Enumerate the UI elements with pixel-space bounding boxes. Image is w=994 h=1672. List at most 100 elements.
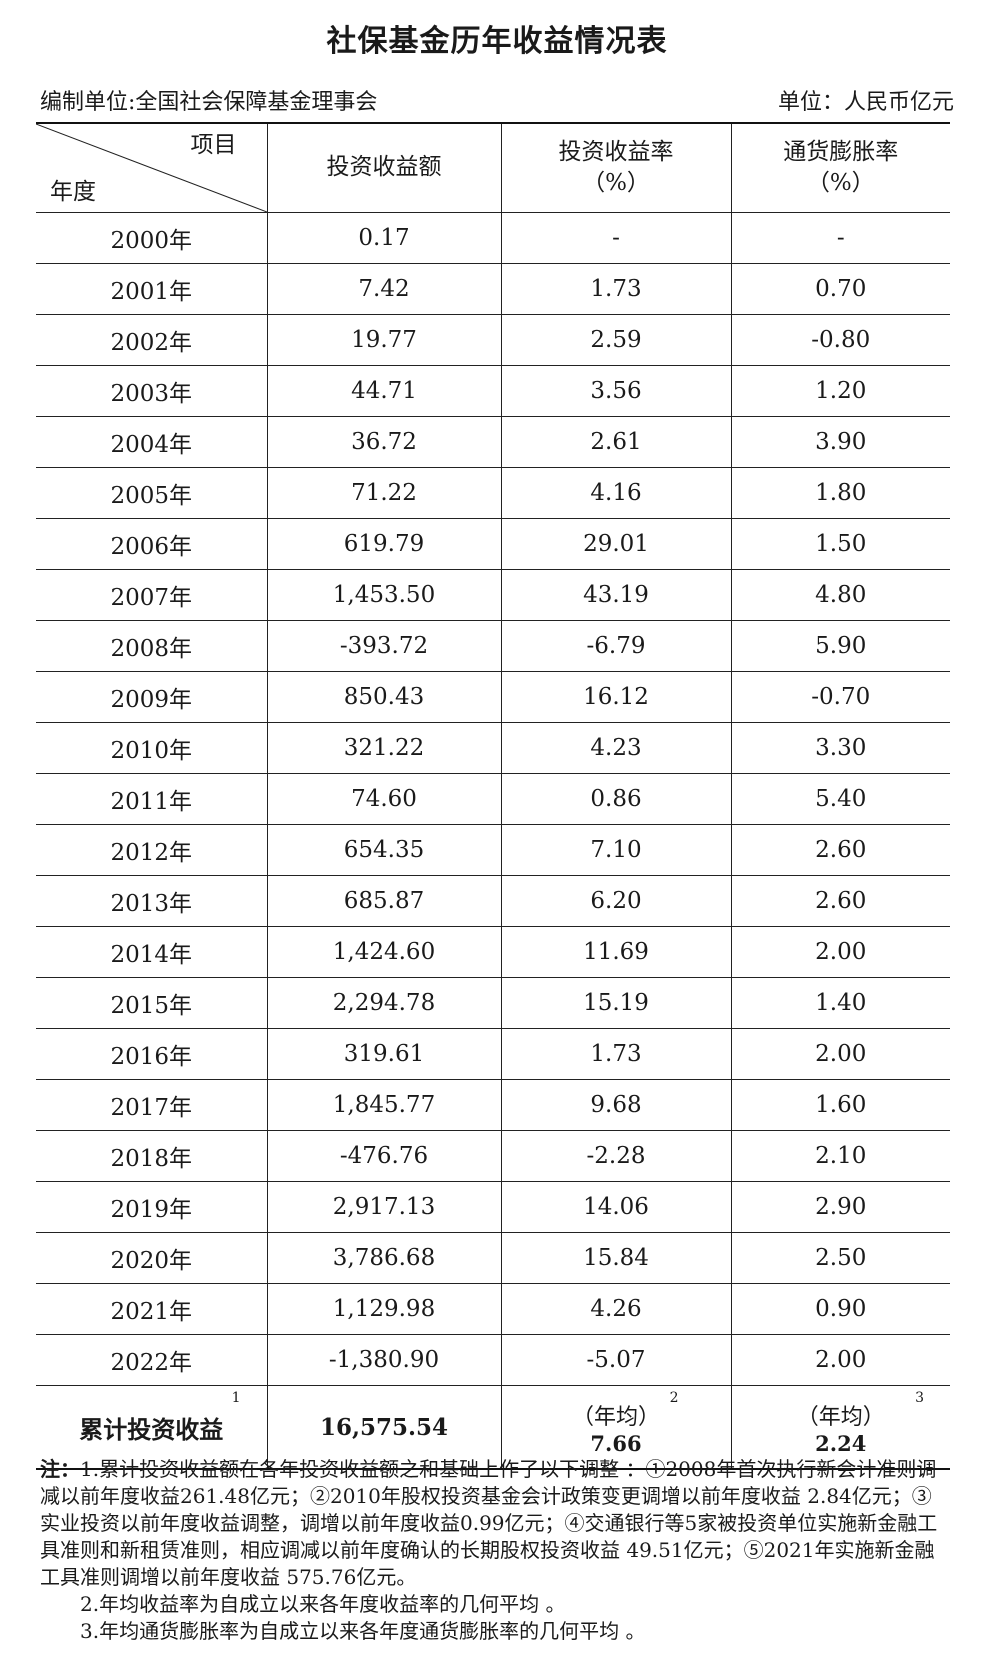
rate-cell: 0.86 <box>500 773 732 825</box>
inflation-cell: 0.70 <box>730 263 950 315</box>
total-label-cell: 累计投资收益 1 <box>36 1385 268 1470</box>
table-row: 2007年 1,453.50 43.19 4.80 <box>36 569 950 621</box>
table-row: 2022年 -1,380.90 -5.07 2.00 <box>36 1334 950 1386</box>
income-cell: 2,917.13 <box>266 1181 502 1233</box>
income-cell: 19.77 <box>266 314 502 366</box>
income-cell: 654.35 <box>266 824 502 876</box>
note-3: 3.年均通货膨胀率为自成立以来各年度通货膨胀率的几何平均 。 <box>80 1619 646 1643</box>
total-rate-cell: （年均） 7.66 2 <box>500 1385 732 1470</box>
inflation-cell: -0.80 <box>730 314 950 366</box>
rate-cell: 7.10 <box>500 824 732 876</box>
table-row: 2017年 1,845.77 9.68 1.60 <box>36 1079 950 1131</box>
income-cell: 7.42 <box>266 263 502 315</box>
inflation-cell: 1.60 <box>730 1079 950 1131</box>
table-row: 2005年 71.22 4.16 1.80 <box>36 467 950 519</box>
table-row: 2021年 1,129.98 4.26 0.90 <box>36 1283 950 1335</box>
rate-cell: 2.59 <box>500 314 732 366</box>
avg-rate-value: 7.66 <box>590 1430 642 1456</box>
inflation-cell: 1.20 <box>730 365 950 417</box>
inflation-cell: 2.90 <box>730 1181 950 1233</box>
rate-cell: 1.73 <box>500 1028 732 1080</box>
year-cell: 2001年 <box>36 263 268 315</box>
year-cell: 2002年 <box>36 314 268 366</box>
inflation-cell: -0.70 <box>730 671 950 723</box>
rate-cell: -2.28 <box>500 1130 732 1182</box>
header-diagonal-cell: 项目 年度 <box>36 123 268 213</box>
income-cell: -476.76 <box>266 1130 502 1182</box>
header-rate: 投资收益率 （%） <box>500 123 732 213</box>
table-row: 2019年 2,917.13 14.06 2.90 <box>36 1181 950 1233</box>
year-cell: 2017年 <box>36 1079 268 1131</box>
inflation-cell: 2.60 <box>730 875 950 927</box>
table-row: 2011年 74.60 0.86 5.40 <box>36 773 950 825</box>
income-cell: 2,294.78 <box>266 977 502 1029</box>
rate-cell: 15.19 <box>500 977 732 1029</box>
year-cell: 2015年 <box>36 977 268 1029</box>
note-2: 2.年均收益率为自成立以来各年度收益率的几何平均 。 <box>80 1592 566 1616</box>
income-cell: 36.72 <box>266 416 502 468</box>
income-cell: 1,129.98 <box>266 1283 502 1335</box>
table-row: 2020年 3,786.68 15.84 2.50 <box>36 1232 950 1284</box>
table-row: 2018年 -476.76 -2.28 2.10 <box>36 1130 950 1182</box>
income-cell: 1,424.60 <box>266 926 502 978</box>
total-label-sup: 1 <box>231 1390 241 1406</box>
income-cell: -1,380.90 <box>266 1334 502 1386</box>
diagonal-line <box>36 124 267 212</box>
table-row: 2003年 44.71 3.56 1.20 <box>36 365 950 417</box>
table-row: 2006年 619.79 29.01 1.50 <box>36 518 950 570</box>
income-cell: 44.71 <box>266 365 502 417</box>
income-cell: 0.17 <box>266 212 502 264</box>
rate-cell: 3.56 <box>500 365 732 417</box>
year-cell: 2006年 <box>36 518 268 570</box>
income-cell: 319.61 <box>266 1028 502 1080</box>
inflation-cell: 2.50 <box>730 1232 950 1284</box>
table-row: 2009年 850.43 16.12 -0.70 <box>36 671 950 723</box>
year-cell: 2014年 <box>36 926 268 978</box>
avg-inflation-label: （年均） <box>796 1404 885 1430</box>
year-cell: 2019年 <box>36 1181 268 1233</box>
year-cell: 2016年 <box>36 1028 268 1080</box>
inflation-cell: 2.00 <box>730 1334 950 1386</box>
income-cell: 71.22 <box>266 467 502 519</box>
income-cell: 3,786.68 <box>266 1232 502 1284</box>
table-row: 2016年 319.61 1.73 2.00 <box>36 1028 950 1080</box>
inflation-cell: 5.40 <box>730 773 950 825</box>
inflation-cell: 1.40 <box>730 977 950 1029</box>
inflation-cell: 3.90 <box>730 416 950 468</box>
rate-cell: 29.01 <box>500 518 732 570</box>
header-income: 投资收益额 <box>266 123 502 213</box>
table-row: 2013年 685.87 6.20 2.60 <box>36 875 950 927</box>
inflation-cell: - <box>730 212 950 264</box>
inflation-cell: 1.50 <box>730 518 950 570</box>
rate-cell: 15.84 <box>500 1232 732 1284</box>
income-cell: -393.72 <box>266 620 502 672</box>
total-inflation-cell: （年均） 2.24 3 <box>730 1385 950 1470</box>
inflation-cell: 1.80 <box>730 467 950 519</box>
income-cell: 1,453.50 <box>266 569 502 621</box>
year-cell: 2003年 <box>36 365 268 417</box>
footnotes: 注：1.累计投资收益额在各年投资收益额之和基础上作了以下调整 ：①2008年首次… <box>40 1456 940 1645</box>
inflation-cell: 4.80 <box>730 569 950 621</box>
income-cell: 619.79 <box>266 518 502 570</box>
inflation-cell: 2.10 <box>730 1130 950 1182</box>
income-cell: 850.43 <box>266 671 502 723</box>
year-cell: 2022年 <box>36 1334 268 1386</box>
inflation-cell: 2.00 <box>730 926 950 978</box>
income-cell: 685.87 <box>266 875 502 927</box>
table-row: 2000年 0.17- - <box>36 212 950 264</box>
inflation-cell: 0.90 <box>730 1283 950 1335</box>
year-cell: 2020年 <box>36 1232 268 1284</box>
rate-cell: 14.06 <box>500 1181 732 1233</box>
income-cell: 1,845.77 <box>266 1079 502 1131</box>
inflation-cell: 3.30 <box>730 722 950 774</box>
table-row: 2010年 321.22 4.23 3.30 <box>36 722 950 774</box>
rate-cell: - <box>500 212 732 264</box>
year-cell: 2018年 <box>36 1130 268 1182</box>
table-row: 2001年 7.42 1.73 0.70 <box>36 263 950 315</box>
rate-cell: 4.23 <box>500 722 732 774</box>
inflation-cell: 2.60 <box>730 824 950 876</box>
total-income-cell: 16,575.54 <box>266 1385 502 1470</box>
table-header-row: 项目 年度 投资收益额 投资收益率 （%） 通货膨胀率 （%） <box>36 123 950 213</box>
rate-cell: 1.73 <box>500 263 732 315</box>
avg-inflation-value: 2.24 <box>815 1430 867 1456</box>
